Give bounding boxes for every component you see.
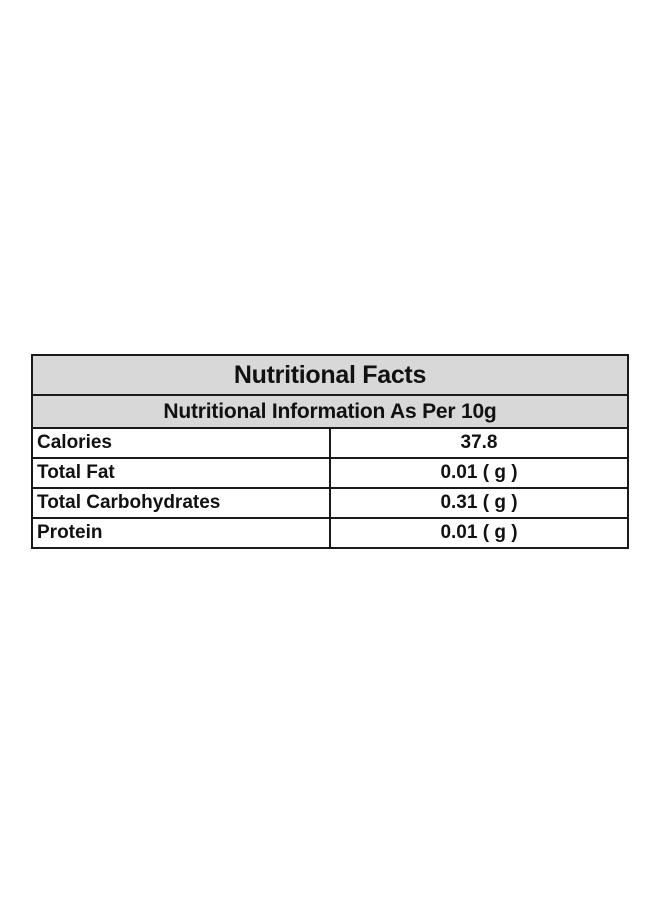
nutrient-label: Total Carbohydrates bbox=[31, 487, 331, 519]
table-row-calories: Calories 37.8 bbox=[31, 427, 629, 459]
nutrient-label: Calories bbox=[31, 427, 331, 459]
subtitle-row: Nutritional Information As Per 10g bbox=[31, 394, 629, 429]
table-title: Nutritional Facts bbox=[31, 354, 629, 396]
nutrition-facts-table: Nutritional Facts Nutritional Informatio… bbox=[31, 354, 629, 549]
table-row-protein: Protein 0.01 ( g ) bbox=[31, 517, 629, 549]
title-row: Nutritional Facts bbox=[31, 354, 629, 396]
table-row-total-fat: Total Fat 0.01 ( g ) bbox=[31, 457, 629, 489]
nutrient-label: Protein bbox=[31, 517, 331, 549]
table-subtitle: Nutritional Information As Per 10g bbox=[31, 394, 629, 429]
nutrient-value: 0.01 ( g ) bbox=[329, 517, 629, 549]
nutrient-label: Total Fat bbox=[31, 457, 331, 489]
nutrient-value: 0.31 ( g ) bbox=[329, 487, 629, 519]
nutrient-value: 0.01 ( g ) bbox=[329, 457, 629, 489]
table-row-total-carbohydrates: Total Carbohydrates 0.31 ( g ) bbox=[31, 487, 629, 519]
nutrient-value: 37.8 bbox=[329, 427, 629, 459]
